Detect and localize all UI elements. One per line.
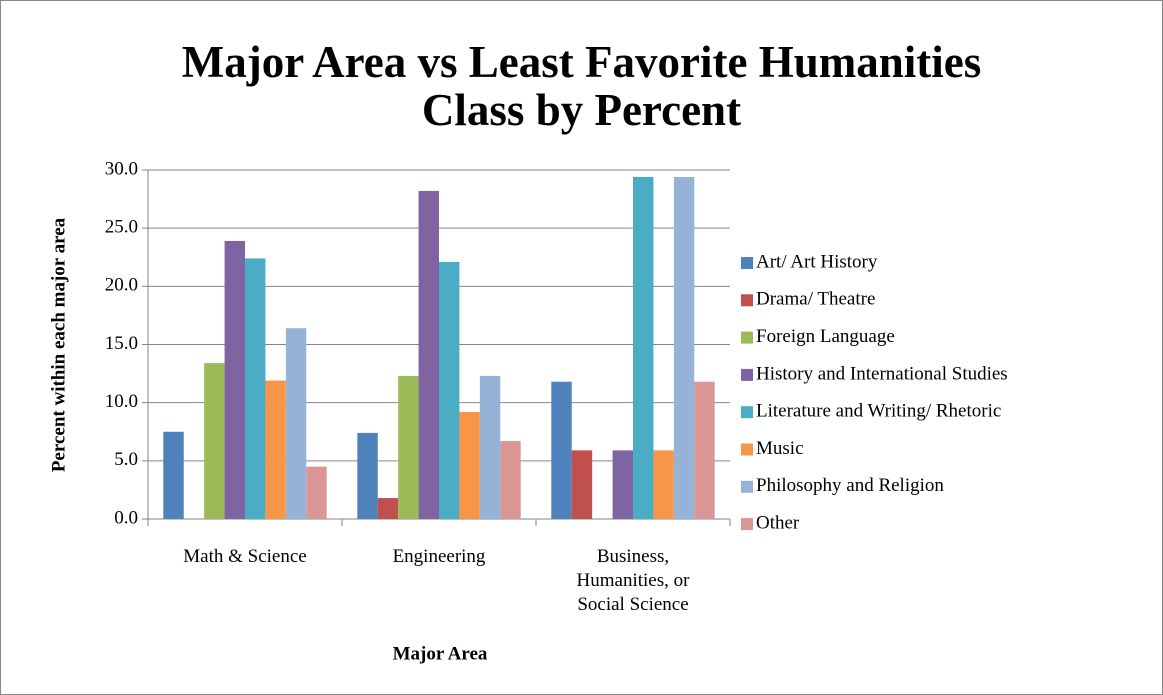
x-tick-label: Math & Science <box>183 546 307 567</box>
bar <box>265 380 286 519</box>
legend-swatch <box>741 331 753 344</box>
bar <box>357 432 378 519</box>
chart-title-text: Major Area vs Least Favorite Humanities … <box>181 37 982 135</box>
legend-label: Drama/ Theatre <box>756 289 875 310</box>
bar <box>377 498 399 519</box>
y-tick-label: 20.0 <box>105 275 138 296</box>
y-tick-label: 25.0 <box>105 217 138 238</box>
bar <box>694 381 715 519</box>
legend-label: History and International Studies <box>756 363 1008 384</box>
y-tick-label: 5.0 <box>114 449 138 470</box>
legend-label: Literature and Writing/ Rhetoric <box>756 401 1001 422</box>
legend-label: Foreign Language <box>756 326 895 347</box>
bar <box>306 466 327 519</box>
bar <box>500 441 521 519</box>
bar <box>551 381 572 519</box>
x-tick-label: Engineering <box>392 546 486 567</box>
bar <box>479 375 501 519</box>
chart-title: Major Area vs Least Favorite Humanities … <box>0 38 1163 134</box>
x-axis-label: Major Area <box>393 643 488 664</box>
legend-swatch <box>741 480 753 493</box>
bar <box>653 450 674 519</box>
legend-swatch <box>741 257 753 269</box>
bar <box>612 450 633 519</box>
bar <box>418 190 439 519</box>
legend-label: Other <box>756 512 800 533</box>
bar <box>398 375 419 519</box>
legend-swatch <box>741 443 753 456</box>
bar <box>459 411 480 519</box>
bar <box>245 258 266 519</box>
legend-swatch <box>741 518 753 531</box>
bar <box>439 261 460 519</box>
bar <box>163 431 184 519</box>
bar <box>673 176 695 520</box>
bar <box>633 176 654 520</box>
legend-label: Philosophy and Religion <box>756 475 944 496</box>
y-tick-label: 10.0 <box>105 391 138 412</box>
y-tick-label: 30.0 <box>105 158 138 179</box>
legend-label: Art/ Art History <box>756 251 878 272</box>
x-tick-label: Business, Humanities, or Social Science <box>576 546 690 615</box>
bar <box>285 328 307 519</box>
bar <box>204 363 225 519</box>
bar <box>224 240 245 520</box>
y-tick-label: 15.0 <box>105 333 138 354</box>
legend-swatch <box>741 406 753 419</box>
y-tick-label: 0.0 <box>114 507 138 528</box>
bar <box>571 450 593 519</box>
legend-swatch <box>741 368 753 381</box>
legend-swatch <box>741 294 753 307</box>
legend-label: Music <box>756 438 804 459</box>
y-axis-label: Percent within each major area <box>48 217 69 472</box>
